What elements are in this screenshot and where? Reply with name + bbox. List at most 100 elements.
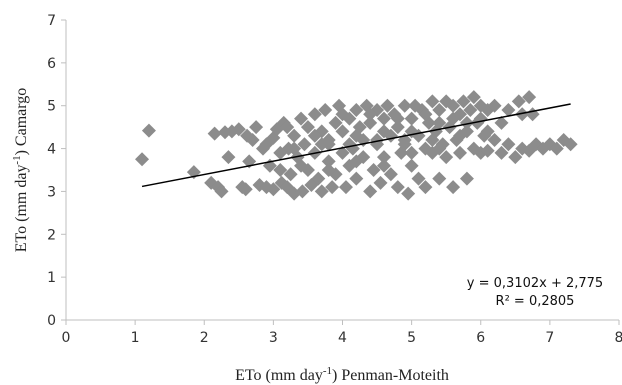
x-tick-label: 0 (62, 330, 71, 346)
y-axis-title: ETo (mm day-1) Camargo (11, 88, 30, 253)
y-tick-label: 7 (47, 13, 56, 29)
data-point (141, 123, 156, 138)
x-tick-label: 8 (615, 330, 622, 346)
data-point (300, 120, 315, 135)
data-point (380, 98, 395, 113)
data-point (280, 120, 295, 135)
data-point (418, 180, 433, 195)
data-point (522, 90, 537, 105)
data-point (135, 152, 150, 167)
data-point (446, 180, 461, 195)
data-point (363, 184, 378, 199)
data-point (463, 103, 478, 117)
data-point (366, 163, 381, 177)
data-point (515, 107, 530, 122)
data-point (376, 150, 391, 165)
x-tick-label: 7 (545, 330, 554, 346)
y-tick-label: 2 (47, 227, 56, 243)
data-point (549, 141, 564, 156)
data-point (432, 171, 447, 186)
data-point (335, 124, 350, 139)
data-point (266, 182, 281, 197)
data-point (390, 120, 405, 135)
data-point (425, 94, 440, 109)
data-point (383, 167, 398, 182)
data-point (418, 107, 433, 122)
data-point (328, 115, 343, 130)
data-point (376, 111, 391, 126)
data-point (487, 98, 502, 113)
data-point (397, 98, 412, 113)
data-point (432, 115, 447, 130)
data-point (401, 186, 416, 201)
data-point (525, 107, 540, 122)
data-point (480, 124, 495, 139)
data-point (221, 150, 236, 165)
data-point (373, 175, 388, 190)
data-point (314, 137, 329, 152)
data-point (459, 171, 474, 186)
data-point (404, 158, 419, 173)
data-point (269, 122, 284, 137)
data-point (214, 184, 229, 199)
data-point (390, 180, 405, 195)
data-point (439, 150, 454, 165)
data-point (276, 115, 291, 130)
data-point (508, 150, 523, 165)
data-point (338, 180, 353, 195)
x-tick-label: 1 (131, 330, 140, 346)
data-point (363, 107, 378, 122)
data-point (297, 137, 312, 152)
data-point (446, 98, 461, 113)
data-point (466, 90, 481, 105)
data-point (238, 182, 253, 197)
y-tick-label: 4 (47, 142, 56, 158)
data-point (287, 141, 302, 156)
trendline (141, 103, 571, 188)
data-point (501, 137, 516, 152)
data-point (307, 107, 322, 122)
data-point (321, 163, 336, 177)
axes-layer (61, 19, 620, 325)
data-point (283, 167, 298, 182)
data-point (376, 158, 391, 173)
data-point (295, 184, 310, 199)
data-point (273, 163, 288, 177)
data-point (432, 141, 447, 156)
data-point (335, 145, 350, 160)
data-point (411, 171, 426, 186)
data-point (249, 120, 264, 135)
data-point (404, 145, 419, 160)
data-point (287, 128, 302, 143)
data-point (453, 128, 468, 143)
data-point (563, 137, 578, 152)
data-point (349, 154, 364, 169)
data-point (480, 143, 495, 158)
data-point (390, 111, 405, 126)
data-point (494, 115, 509, 130)
data-point (363, 115, 378, 130)
data-point (259, 137, 274, 152)
data-point (349, 103, 364, 117)
x-axis-title: ETo (mm day-1) Penman-Moteith (235, 365, 449, 384)
data-point (311, 171, 326, 186)
data-point (318, 103, 333, 117)
x-tick-label: 5 (407, 330, 416, 346)
data-point (511, 94, 526, 109)
data-point (425, 133, 440, 147)
data-point (501, 103, 516, 117)
data-point (314, 184, 329, 199)
data-point (404, 111, 419, 126)
data-point (459, 115, 474, 130)
data-point (453, 145, 468, 160)
y-tick-label: 6 (47, 56, 56, 72)
data-point (294, 111, 309, 126)
tick-labels: 0 1 2 3 4 5 6 7 0 1 2 3 4 5 6 7 8 (47, 13, 622, 346)
data-points (135, 90, 578, 201)
y-tick-label: 5 (47, 99, 56, 115)
data-point (294, 158, 309, 173)
data-point (321, 154, 336, 169)
data-point (446, 111, 461, 126)
data-point (494, 145, 509, 160)
